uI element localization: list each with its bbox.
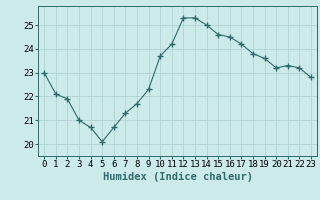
X-axis label: Humidex (Indice chaleur): Humidex (Indice chaleur) (103, 172, 252, 182)
